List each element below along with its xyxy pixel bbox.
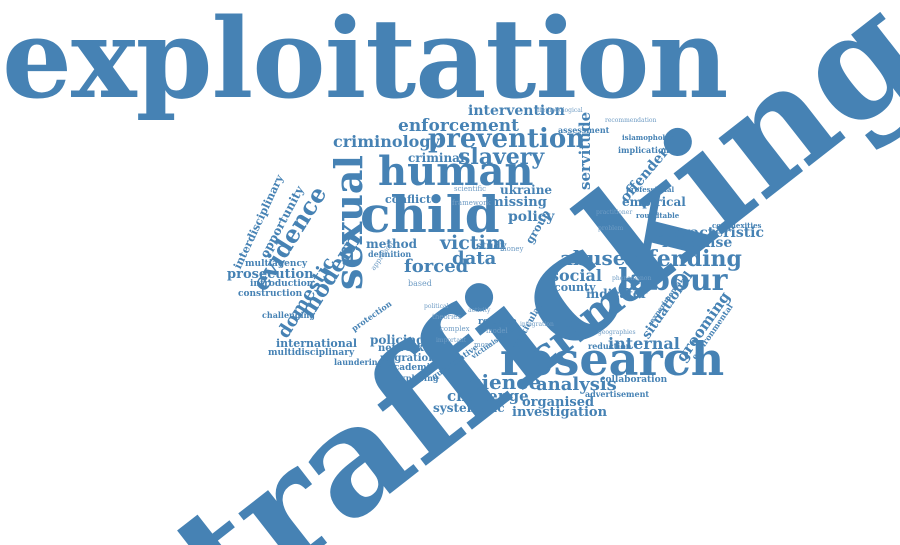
- word-introduction: introduction: [250, 279, 314, 289]
- word-policy: policy: [508, 209, 555, 225]
- word-science: science: [458, 370, 542, 394]
- word-roundtable: roundtable: [636, 211, 680, 220]
- word-research: research: [500, 332, 725, 386]
- word-multidisciplinary: multidisciplinary: [268, 348, 355, 358]
- word-important: important: [436, 337, 467, 344]
- word-exploitation: exploitation: [2, 0, 728, 123]
- word-criminal: criminal: [408, 151, 465, 165]
- word-more: more: [474, 341, 493, 349]
- word-method: method: [366, 237, 417, 251]
- word-collaboration: collaboration: [600, 375, 668, 385]
- word-labour: labour: [618, 263, 728, 298]
- word-county: county: [554, 281, 596, 294]
- word-methodological: methodological: [536, 107, 583, 114]
- word-enforcement: enforcement: [398, 116, 519, 136]
- word-analysis: analysis: [536, 374, 617, 395]
- word-money: money: [500, 245, 524, 253]
- word-victim: victim: [440, 232, 506, 254]
- word-international: international: [276, 337, 358, 350]
- word-framework: framework: [452, 199, 491, 207]
- word-based: based: [408, 279, 432, 288]
- word-exploring: exploring: [396, 373, 439, 383]
- word-refugee: refugee: [478, 317, 517, 327]
- word-characteristic: characteristic: [655, 225, 765, 241]
- word-criminology: criminology: [333, 132, 440, 151]
- word-ukraine: ukraine: [500, 183, 553, 197]
- word-activity: activity: [468, 307, 491, 314]
- word-problem: problem: [598, 225, 624, 232]
- word-laundering: laundering: [334, 357, 384, 367]
- word-missing: missing: [490, 195, 547, 210]
- word-study: study: [476, 241, 507, 252]
- word-abuse: abuse: [560, 246, 626, 270]
- word-assessment: assessment: [558, 125, 610, 135]
- word-islamophobia: islamophobia: [622, 133, 675, 142]
- word-human: human: [378, 148, 534, 195]
- word-implication: implication: [618, 145, 670, 155]
- word-systematic: systematic: [433, 401, 505, 415]
- word-response: response: [662, 235, 733, 251]
- word-geographies: geographies: [598, 329, 636, 336]
- word-advertisement: advertisement: [585, 389, 650, 399]
- word-child: child: [360, 185, 500, 244]
- word-definition: definition: [368, 249, 412, 259]
- word-theories: theories: [432, 313, 461, 321]
- word-servitude: servitude: [576, 111, 594, 190]
- word-complex: complex: [440, 325, 470, 333]
- word-conflict: conflict: [385, 193, 431, 206]
- word-investigation: investigation: [512, 405, 608, 420]
- word-phenomenon: phenomenon: [612, 275, 652, 282]
- word-reduction: reduction: [588, 341, 632, 351]
- word-scientific: scientific: [454, 185, 487, 193]
- word-slavery: slavery: [458, 144, 545, 170]
- word-recommendation: recommendation: [605, 117, 657, 124]
- word-intervention: intervention: [468, 103, 565, 119]
- word-practitioner: practitioner: [596, 209, 633, 216]
- word-construction: construction: [238, 289, 303, 299]
- word-prosecution: prosecution: [227, 267, 314, 282]
- word-network: network: [378, 343, 424, 354]
- word-complexities: complexities: [712, 221, 762, 230]
- word-internal: internal: [608, 334, 680, 353]
- word-policing: policing: [370, 333, 425, 347]
- word-data: data: [452, 248, 497, 269]
- word-integration: integration: [520, 321, 554, 328]
- word-empirical: empirical: [622, 195, 686, 209]
- word-political: political: [424, 303, 449, 310]
- word-indicator: indicator: [586, 287, 648, 301]
- word-multiagency: multiagency: [245, 259, 308, 269]
- word-professional: professional: [626, 185, 675, 194]
- word-model: model: [486, 327, 508, 335]
- word-organised: organised: [522, 395, 595, 410]
- word-challenge: challenge: [447, 387, 529, 405]
- word-migration: migration: [380, 353, 436, 364]
- word-forced: forced: [404, 256, 469, 277]
- word-academic: academic: [388, 363, 436, 373]
- word-offending: offending: [624, 246, 742, 272]
- word-prevention: prevention: [428, 124, 586, 154]
- word-challenging: challenging: [262, 310, 315, 320]
- word-social: social: [550, 266, 602, 285]
